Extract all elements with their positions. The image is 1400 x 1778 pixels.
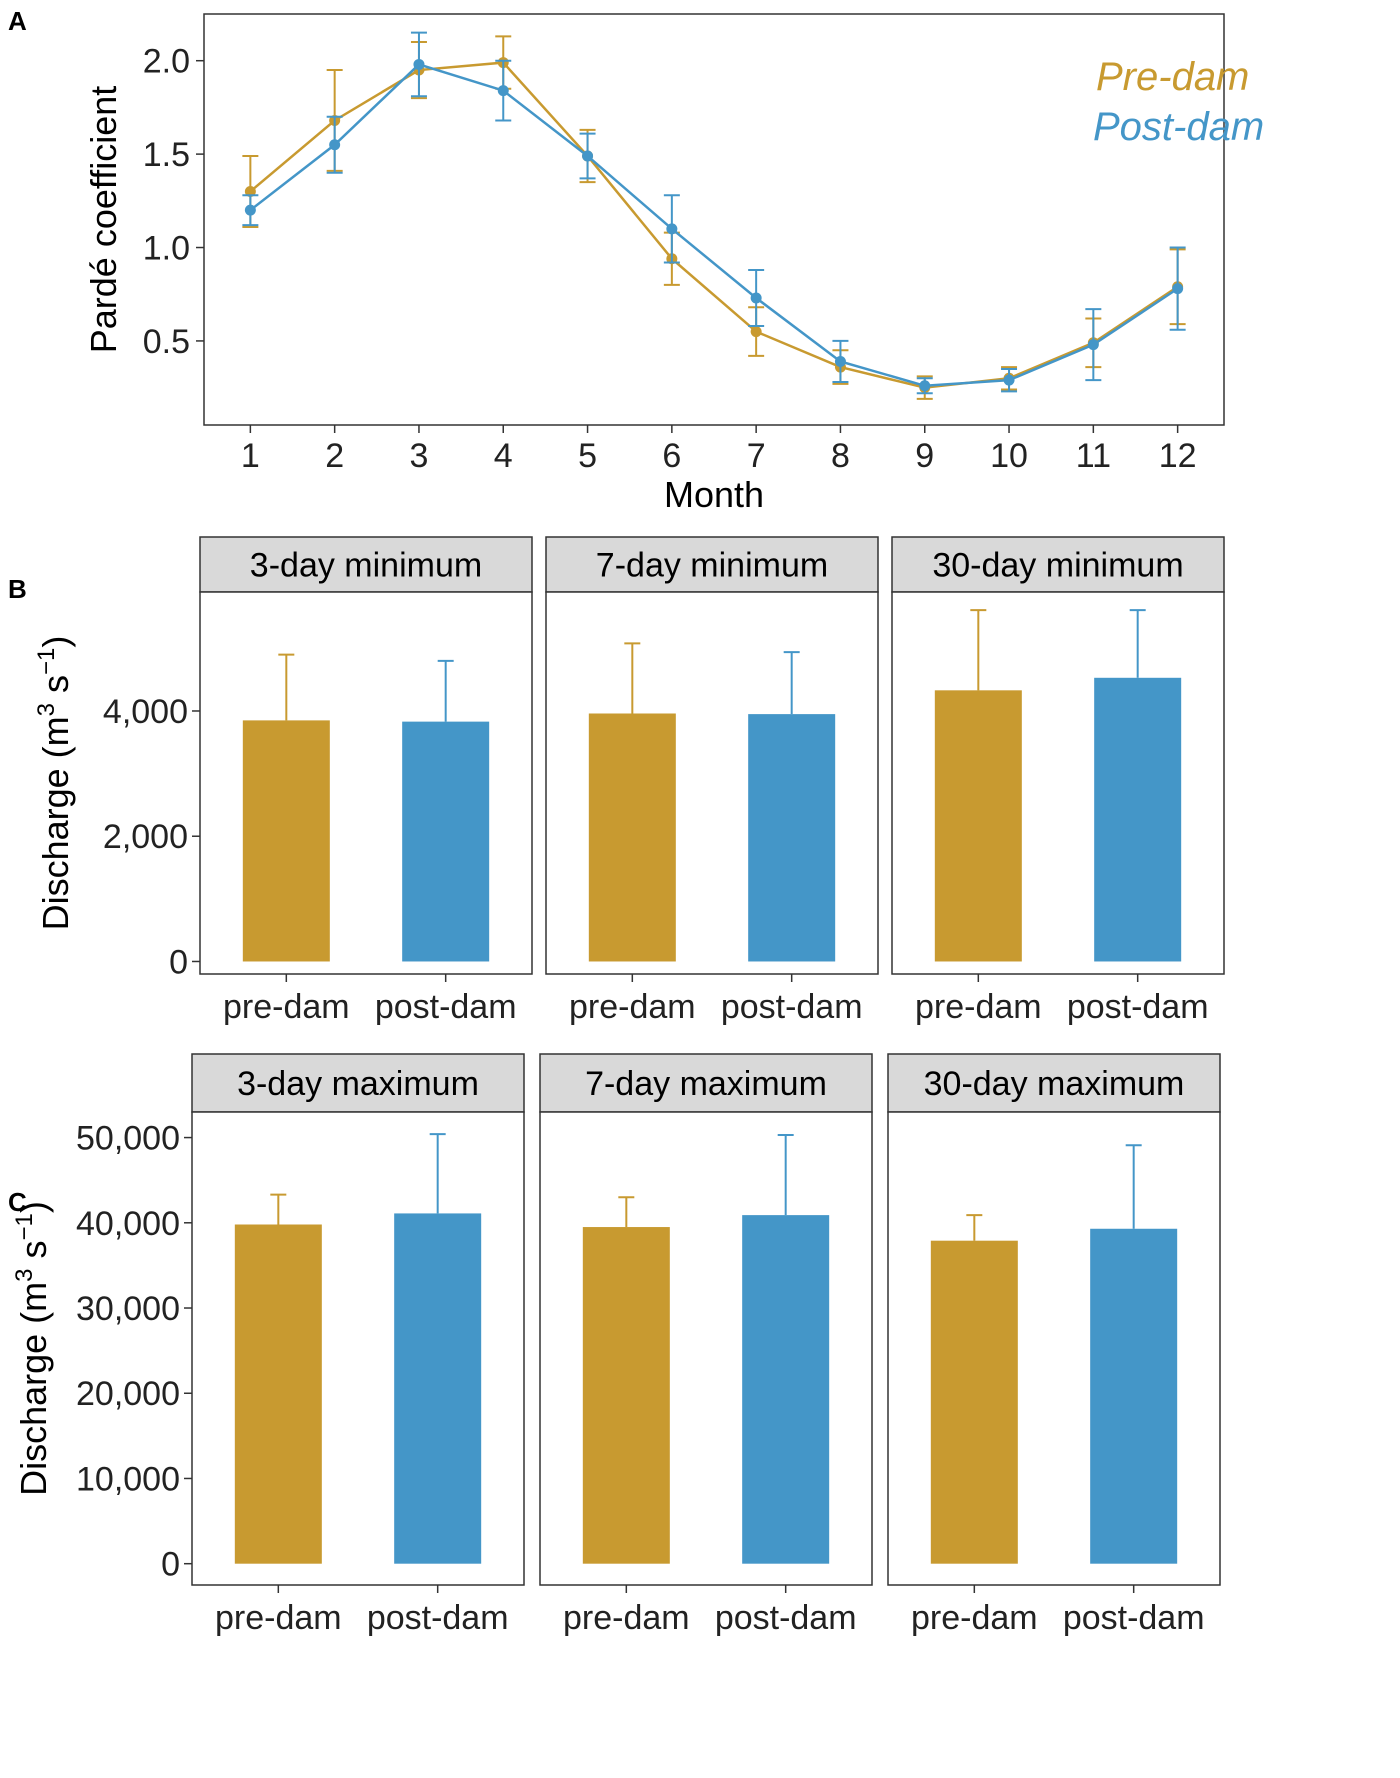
data-point (1003, 374, 1015, 386)
x-tick-label: 1 (241, 437, 260, 475)
data-point (244, 204, 256, 216)
x-tick-label: 5 (578, 437, 597, 475)
facet-title: 3-day maximum (237, 1065, 479, 1103)
facet-2: 7-day minimum pre-dam post-dam (545, 536, 879, 1026)
x-axis-title: Month (664, 474, 764, 515)
y-tick-label: 0.5 (143, 323, 190, 361)
x-tick-label: 6 (662, 437, 681, 475)
y-tick-label: 4,000 (103, 693, 188, 731)
panel-b-bar-chart: 0 2,000 4,000 Discharge (m3 s−1) 3-day minim… (33, 536, 1225, 1026)
panel-letter-a: A (8, 6, 27, 36)
bar-pre-dam (242, 720, 330, 962)
y-tick-label: 1.5 (143, 136, 190, 174)
panel-c-bar-chart: 0 10,000 20,000 30,000 40,000 50,000 Discharge… (11, 1053, 1221, 1637)
bar-pre-dam (234, 1224, 322, 1564)
facet-title: 30-day minimum (932, 547, 1183, 585)
data-point (666, 223, 678, 235)
x-tick-label: pre-dam (569, 988, 696, 1026)
bar-post-dam (1094, 677, 1182, 962)
legend-post-dam: Post-dam (1093, 105, 1264, 149)
y-tick-label: 10,000 (76, 1460, 180, 1498)
x-tick-label: 9 (915, 437, 934, 475)
x-tick-label: post-dam (721, 988, 863, 1026)
data-point (413, 58, 425, 70)
y-tick-label: 2.0 (143, 43, 190, 81)
data-point (750, 326, 762, 338)
bar-pre-dam (930, 1240, 1018, 1564)
plot-frame (203, 13, 1225, 426)
x-tick-label: 8 (831, 437, 850, 475)
bar-post-dam (748, 714, 836, 962)
bar-pre-dam (934, 690, 1022, 962)
x-tick-label: 4 (494, 437, 513, 475)
facet-strip (199, 536, 533, 593)
x-tick-label: 3 (409, 437, 428, 475)
y-tick-label: 30,000 (76, 1290, 180, 1328)
x-tick-label: pre-dam (215, 1599, 342, 1637)
x-tick-label: 7 (747, 437, 766, 475)
data-point (1172, 283, 1184, 295)
bar-pre-dam (588, 713, 676, 962)
y-axis-title: Pardé coefficient (83, 86, 124, 354)
facet-2: 7-day maximum pre-dam post-dam (539, 1053, 873, 1637)
facet-3: 30-day minimum pre-dam post-dam (891, 536, 1225, 1026)
y-tick-label: 1.0 (143, 230, 190, 268)
data-point (919, 380, 931, 392)
data-point (497, 85, 509, 97)
series-line (249, 63, 1179, 388)
panel-letter-b: B (8, 574, 27, 604)
bar-post-dam (1090, 1228, 1178, 1564)
y-tick-label: 50,000 (76, 1120, 180, 1158)
x-tick-label: post-dam (1067, 988, 1209, 1026)
y-tick-label: 0 (161, 1546, 180, 1584)
data-point (1087, 339, 1099, 351)
facet-strip (539, 1053, 873, 1113)
x-tick-label: pre-dam (911, 1599, 1038, 1637)
x-tick-label: post-dam (1063, 1599, 1205, 1637)
x-tick-label: 12 (1159, 437, 1197, 475)
panel-letter-c: C (8, 1187, 27, 1217)
series-post (242, 31, 1186, 395)
bar-pre-dam (582, 1227, 670, 1564)
facet-1: 3-day maximum pre-dam post-dam (191, 1053, 525, 1637)
bar-post-dam (402, 721, 490, 962)
facet-1: 3-day minimum pre-dam post-dam (199, 536, 533, 1026)
facet-title: 30-day maximum (924, 1065, 1185, 1103)
y-tick-label: 20,000 (76, 1375, 180, 1413)
facet-strip (545, 536, 879, 593)
facet-title: 7-day minimum (596, 547, 828, 585)
bar-post-dam (742, 1215, 830, 1564)
bar-post-dam (394, 1213, 482, 1564)
facet-strip (887, 1053, 1221, 1113)
y-tick-label: 2,000 (103, 818, 188, 856)
y-axis-title: Discharge (m3 s−1) (33, 636, 76, 931)
x-tick-label: post-dam (715, 1599, 857, 1637)
y-tick-label: 40,000 (76, 1205, 180, 1243)
x-tick-label: 11 (1076, 437, 1111, 475)
x-tick-label: 2 (325, 437, 344, 475)
data-point (329, 139, 341, 151)
data-point (834, 355, 846, 367)
data-point (582, 150, 594, 162)
facet-strip (191, 1053, 525, 1113)
x-tick-label: post-dam (367, 1599, 509, 1637)
facet-title: 3-day minimum (250, 547, 482, 585)
x-tick-label: pre-dam (915, 988, 1042, 1026)
x-tick-label: pre-dam (223, 988, 350, 1026)
data-point (750, 292, 762, 304)
facet-title: 7-day maximum (585, 1065, 827, 1103)
x-tick-label: 10 (990, 437, 1028, 475)
x-tick-label: post-dam (375, 988, 517, 1026)
x-tick-label: pre-dam (563, 1599, 690, 1637)
facet-3: 30-day maximum pre-dam post-dam (887, 1053, 1221, 1637)
legend-pre-dam: Pre-dam (1096, 55, 1249, 99)
y-axis-title: Discharge (m3 s−1) (11, 1201, 54, 1496)
y-tick-label: 0 (169, 943, 188, 981)
